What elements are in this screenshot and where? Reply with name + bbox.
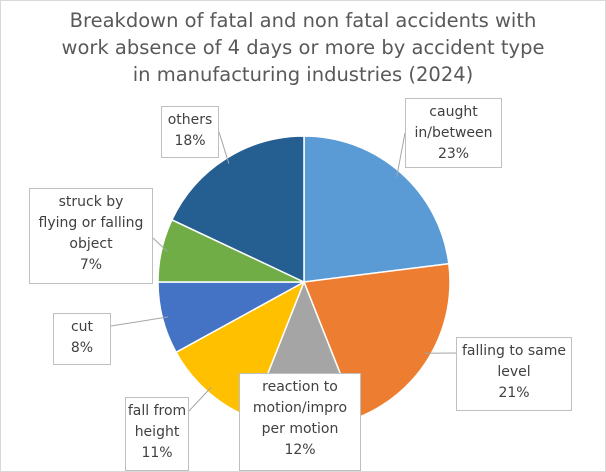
slice-label: cut — [70, 319, 94, 335]
slice-label: per motion — [261, 421, 339, 437]
slice-label: caught — [429, 104, 478, 120]
chart-title-line-2: work absence of 4 days or more by accide… — [61, 36, 545, 59]
pie-slice — [302, 262, 451, 419]
slice-label: flying or falling — [38, 215, 144, 231]
pie-slice — [170, 135, 305, 284]
slice-percent-label: 11% — [141, 445, 173, 461]
leader-line — [188, 386, 212, 412]
slice-label: object — [69, 236, 113, 252]
slice-label: struck by — [58, 194, 124, 210]
slice-percent-label: 18% — [174, 133, 206, 149]
data-label-callout: reaction to motion/impro per motion 12% — [239, 373, 361, 471]
leader-line — [218, 131, 230, 164]
data-label-callout: cut 8% — [53, 313, 111, 365]
slice-label: motion/impro — [252, 400, 348, 416]
data-label-callout: falling to same level 21% — [456, 337, 572, 411]
leader-line — [152, 237, 168, 252]
chart-title-line-1: Breakdown of fatal and non fatal acciden… — [69, 9, 537, 32]
slice-percent-label: 8% — [70, 340, 94, 356]
chart-title-line-3: in manufacturing industries (2024) — [132, 63, 474, 86]
slice-label: level — [497, 364, 531, 380]
pie-slice — [303, 135, 450, 283]
slice-label: falling to same — [461, 343, 566, 359]
leader-line — [396, 132, 406, 177]
chart-title: Breakdown of fatal and non fatal acciden… — [1, 7, 605, 88]
data-label-callout: fall from height 11% — [125, 397, 189, 471]
slice-label: in/between — [414, 125, 493, 141]
slice-label: others — [167, 112, 213, 128]
slice-percent-label: 23% — [437, 146, 470, 162]
slice-label: height — [134, 424, 180, 440]
data-label-callout: struck by flying or falling object 7% — [29, 188, 153, 284]
slice-percent-label: 12% — [284, 442, 316, 458]
leader-line — [110, 316, 169, 327]
slice-label: reaction to — [262, 379, 338, 395]
data-label-callout: caught in/between 23% — [405, 98, 502, 168]
slice-percent-label: 7% — [79, 257, 103, 273]
data-label-callout: others 18% — [161, 106, 219, 158]
slice-percent-label: 21% — [498, 385, 530, 401]
slice-label: fall from — [127, 403, 187, 419]
